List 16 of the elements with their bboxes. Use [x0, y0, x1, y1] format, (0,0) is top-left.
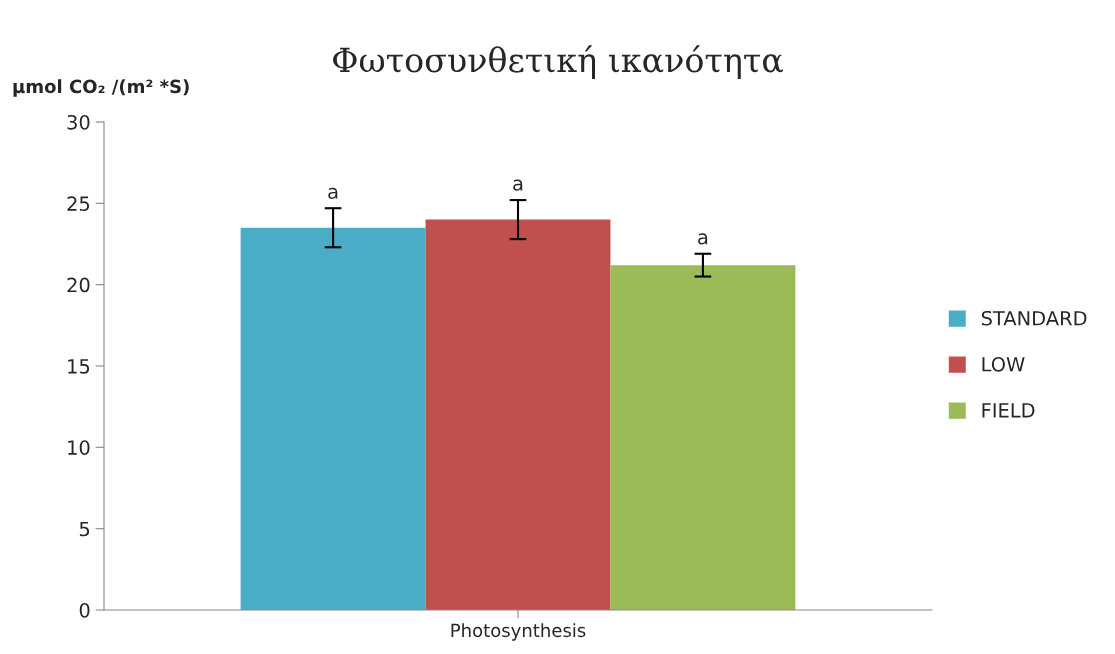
y-tick-label: 5 — [79, 521, 90, 537]
x-tick-label: Photosynthesis — [451, 623, 586, 641]
y-tick-label: 10 — [68, 440, 90, 455]
annotation: a — [328, 187, 338, 199]
y-tick-label: 30 — [67, 114, 90, 130]
legend-label: LOW — [982, 356, 1025, 372]
y-tick-label: 15 — [68, 359, 90, 374]
annotation: a — [513, 179, 523, 191]
legend-label: STANDARD — [981, 310, 1087, 326]
chart-title: Φωτοσυνθετική ικανότητα — [333, 45, 783, 79]
y-tick-label: 25 — [67, 196, 90, 211]
y-tick-label: 0 — [79, 602, 90, 618]
legend-label: FIELD — [982, 403, 1035, 418]
annotation: a — [698, 233, 708, 245]
y-tick-label: 20 — [67, 277, 90, 293]
y-axis-title: μmol CO₂ /(m² *S) — [13, 79, 189, 97]
